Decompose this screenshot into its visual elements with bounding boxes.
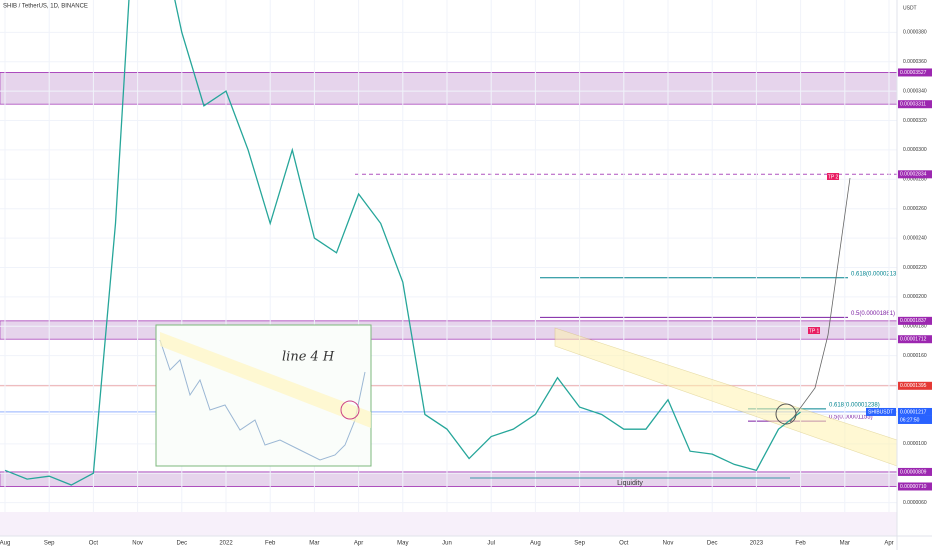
tp2-label: TP 2 <box>828 174 839 180</box>
y-tick-label: 0.0000320 <box>903 118 927 124</box>
zone <box>0 471 898 487</box>
price-tag <box>898 407 932 416</box>
price-tag <box>898 316 932 325</box>
price-tag <box>898 68 932 77</box>
fib-label: 0.618(0.00001238) <box>829 402 880 408</box>
x-tick-label: 2022 <box>219 541 233 547</box>
y-tick-label: 0.0000280 <box>903 177 927 183</box>
inset-sketch <box>159 339 366 461</box>
price-tag-label: 0.00000710 <box>900 484 927 490</box>
y-tick-label: 0.0000260 <box>903 206 927 212</box>
x-tick-label: May <box>397 541 408 547</box>
price-tag-label: 0.00003527 <box>900 70 927 76</box>
liquidity-label: Liquidity <box>617 480 643 487</box>
x-tick-label: Mar <box>309 541 319 547</box>
price-tag-label: 0.00001395 <box>900 383 927 389</box>
y-tick-label: 0.0000100 <box>903 441 927 447</box>
x-tick-label: Mar <box>840 541 850 547</box>
tp1-label: TP 1 <box>809 328 820 334</box>
x-tick-label: Sep <box>574 541 585 547</box>
x-tick-label: Jul <box>487 541 495 547</box>
price-line <box>4 0 801 486</box>
target-circle <box>775 403 797 425</box>
price-tag <box>898 170 932 179</box>
price-tag-label: 0.00003311 <box>900 102 926 108</box>
y-tick-label: 0.0000180 <box>903 324 927 330</box>
y-tick-label: 0.0000240 <box>903 235 927 241</box>
y-tick-label: 0.0000220 <box>903 265 927 271</box>
price-tag <box>898 482 932 491</box>
x-tick-label: Nov <box>132 541 143 547</box>
countdown-tag <box>898 415 932 424</box>
x-tick-label: Oct <box>89 541 99 547</box>
y-tick-label: 0.0000160 <box>903 353 927 359</box>
price-tag <box>898 467 932 476</box>
fib-label: 0.618(0.0000213 <box>851 271 897 277</box>
symbol-tag <box>866 407 896 416</box>
x-tick-label: 2023 <box>750 541 764 547</box>
tp1-badge <box>808 327 820 334</box>
zone <box>0 320 898 340</box>
price-tag <box>898 335 932 344</box>
projection-arrow <box>789 177 851 423</box>
x-tick-label: Dec <box>707 541 718 547</box>
y-tick-label: 0.0000300 <box>903 147 927 153</box>
y-tick-label: 0.0000340 <box>903 88 927 94</box>
price-tag-label: 0.00002834 <box>900 172 927 178</box>
zone <box>0 72 898 105</box>
x-tick-label: Sep <box>44 541 55 547</box>
countdown-label: 06:27:50 <box>900 417 920 423</box>
y-tick-label: 0.0000380 <box>903 30 927 36</box>
x-tick-label: Jun <box>442 541 452 547</box>
x-tick-label: Nov <box>663 541 674 547</box>
price-tag <box>898 381 932 390</box>
price-tag <box>898 100 932 109</box>
fib-label: 0.5(0.00001155) <box>829 415 873 421</box>
x-tick-label: Dec <box>176 541 187 547</box>
price-tag-label: 0.00001837 <box>900 318 927 324</box>
y-tick-label: 0.0000200 <box>903 294 927 300</box>
chart-title: SHIB / TetherUS, 1D, BINANCE <box>3 4 88 10</box>
rsi-pane <box>0 512 897 536</box>
tp2-badge <box>827 173 839 180</box>
y-tick-label: 0.0000360 <box>903 59 927 65</box>
price-tag-label: 0.00000809 <box>900 469 927 475</box>
inset-circle <box>340 400 360 420</box>
price-tag-label: 0.00001712 <box>900 337 927 343</box>
inset-label: line 4 H <box>282 350 335 365</box>
x-tick-label: Apr <box>884 541 893 547</box>
x-tick-label: Oct <box>619 541 629 547</box>
inset-channel <box>160 332 371 428</box>
price-tag-label: 0.00001217 <box>900 409 927 415</box>
symbol-label: SHIBUSDT <box>868 409 893 415</box>
fib-label: 0.5(0.00001861) <box>851 311 895 317</box>
x-tick-label: Aug <box>530 541 541 547</box>
x-tick-label: Feb <box>265 541 276 547</box>
axis-unit: USDT <box>903 5 917 11</box>
x-tick-label: Apr <box>354 541 363 547</box>
x-tick-label: Feb <box>795 541 806 547</box>
x-tick-label: Aug <box>0 541 10 547</box>
y-tick-label: 0.0000060 <box>903 500 927 506</box>
